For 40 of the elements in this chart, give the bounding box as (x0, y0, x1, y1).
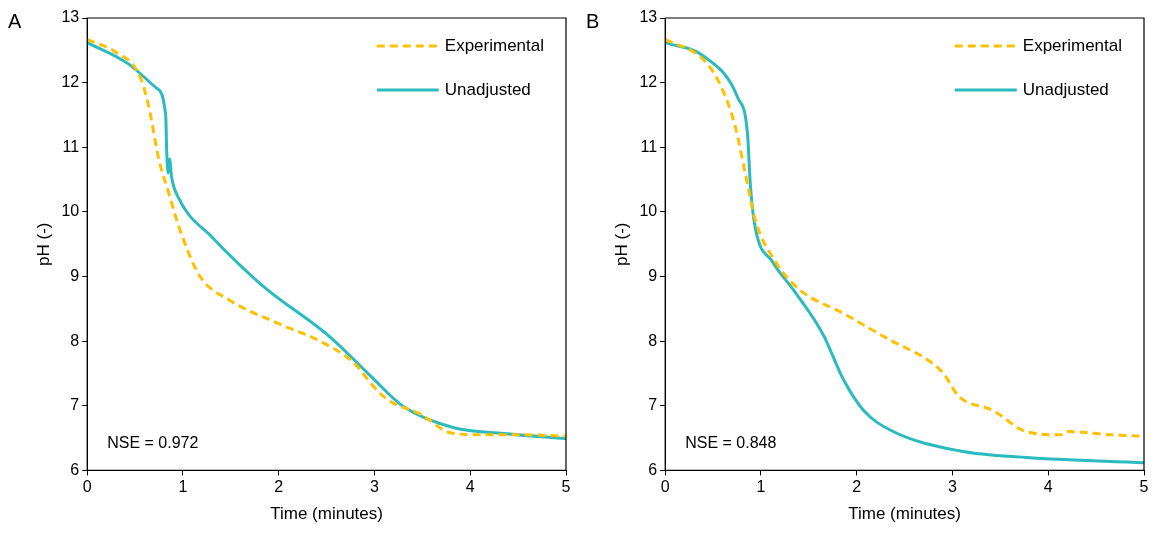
x-tick-label: 2 (852, 478, 862, 496)
y-tick-label: 9 (70, 266, 80, 284)
y-tick-label: 13 (639, 8, 658, 26)
y-axis-title: pH (-) (611, 222, 631, 266)
x-tick-label: 3 (948, 478, 958, 496)
x-tick-label: 1 (756, 478, 766, 496)
y-tick-label: 8 (70, 331, 80, 349)
x-tick-label: 4 (465, 478, 475, 496)
y-tick-label: 6 (648, 460, 658, 478)
y-tick-label: 13 (61, 8, 80, 26)
y-tick-label: 10 (639, 202, 658, 220)
x-tick-label: 5 (1139, 478, 1149, 496)
x-tick-label: 3 (370, 478, 380, 496)
y-tick-label: 12 (639, 73, 658, 91)
chart-title: B (586, 9, 600, 32)
chart-title: A (8, 9, 22, 32)
legend-label: Unadjusted (444, 79, 531, 99)
y-tick-label: 11 (640, 137, 658, 155)
x-tick-label: 5 (561, 478, 571, 496)
y-axis-title: pH (-) (33, 222, 53, 266)
annotation: NSE = 0.848 (685, 434, 777, 452)
x-tick-label: 0 (82, 478, 92, 496)
y-tick-label: 6 (70, 460, 80, 478)
y-tick-label: 7 (70, 396, 80, 414)
x-tick-label: 1 (178, 478, 188, 496)
x-tick-label: 0 (660, 478, 670, 496)
y-tick-label: 8 (648, 331, 658, 349)
y-tick-label: 12 (61, 73, 80, 91)
y-tick-label: 10 (61, 202, 80, 220)
legend-label: Unadjusted (1022, 79, 1109, 99)
y-tick-label: 7 (648, 396, 658, 414)
annotation: NSE = 0.972 (107, 434, 199, 452)
legend-label: Experimental (1022, 35, 1123, 55)
y-tick-label: 9 (648, 266, 658, 284)
x-tick-label: 2 (274, 478, 284, 496)
x-axis-title: Time (minutes) (848, 504, 961, 524)
legend-label: Experimental (444, 35, 545, 55)
x-tick-label: 4 (1043, 478, 1053, 496)
y-tick-label: 11 (62, 137, 80, 155)
x-axis-title: Time (minutes) (270, 504, 383, 524)
